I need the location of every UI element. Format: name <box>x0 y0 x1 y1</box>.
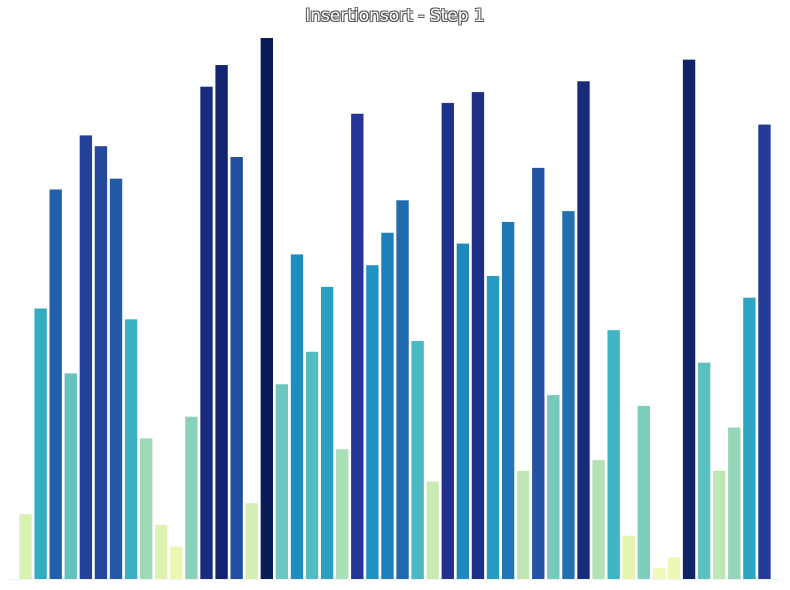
bar-16 <box>245 503 258 579</box>
bar-28 <box>426 481 439 579</box>
bar-50 <box>758 124 771 579</box>
bar-32 <box>486 276 500 579</box>
bar-45 <box>682 59 696 579</box>
bar-41 <box>622 535 635 579</box>
bar-43 <box>652 568 666 579</box>
bar-49 <box>743 297 756 579</box>
bar-18 <box>275 384 289 579</box>
bar-15 <box>230 157 243 579</box>
bar-25 <box>381 232 394 579</box>
bar-34 <box>517 470 530 579</box>
bar-42 <box>637 405 651 579</box>
bar-14 <box>215 65 228 580</box>
bar-30 <box>456 243 470 579</box>
bar-35 <box>532 167 545 579</box>
bar-13 <box>200 86 213 579</box>
bar-44 <box>667 557 681 579</box>
bar-9 <box>140 438 153 579</box>
bar-31 <box>471 92 485 579</box>
chart-title: Insertionsort - Step 1 <box>305 6 485 26</box>
bar-10 <box>155 524 168 579</box>
bar-33 <box>501 221 515 579</box>
bar-48 <box>728 427 741 579</box>
bar-37 <box>562 211 575 579</box>
bar-39 <box>592 459 605 579</box>
bar-2 <box>34 308 47 579</box>
bar-47 <box>713 470 726 579</box>
bar-7 <box>109 178 123 579</box>
bar-6 <box>94 146 108 579</box>
bar-1 <box>19 514 32 579</box>
bar-8 <box>124 319 138 579</box>
bar-26 <box>396 200 409 580</box>
bar-27 <box>411 340 424 579</box>
bar-20 <box>305 351 319 579</box>
bar-46 <box>697 362 711 579</box>
bar-12 <box>185 416 198 579</box>
bar-5 <box>79 135 93 579</box>
bar-36 <box>547 395 560 579</box>
bar-11 <box>170 546 183 579</box>
bar-22 <box>336 449 349 579</box>
bar-3 <box>49 189 62 580</box>
bar-40 <box>607 330 620 579</box>
bar-4 <box>64 373 77 579</box>
bar-19 <box>290 254 304 579</box>
bar-38 <box>577 81 590 579</box>
bar-24 <box>366 265 379 579</box>
bar-17 <box>260 38 274 579</box>
bar-23 <box>351 113 364 580</box>
bar-29 <box>441 102 454 580</box>
bar-21 <box>320 286 334 579</box>
